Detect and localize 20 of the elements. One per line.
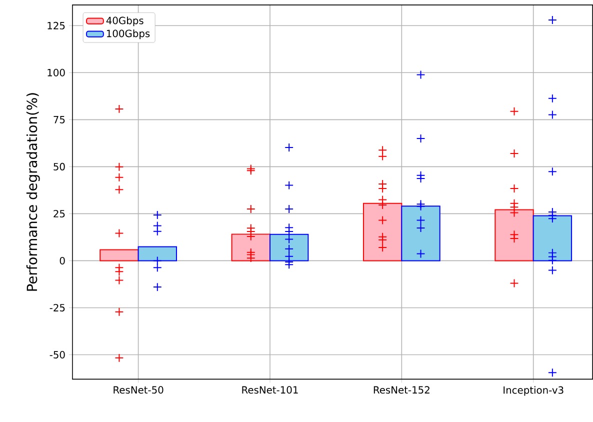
y-tick-label: 50 — [54, 162, 65, 170]
y-tick-label: 100 — [48, 68, 65, 76]
x-tick-label: ResNet-152 — [374, 386, 430, 394]
bar — [494, 209, 534, 262]
legend-label: 40Gbps — [106, 16, 144, 26]
y-tick-label: 0 — [60, 257, 65, 265]
y-tick-label: -50 — [50, 351, 65, 359]
y-axis-title: Performance degradation(%) — [26, 93, 40, 291]
y-tick-label: 75 — [54, 116, 65, 124]
bar — [100, 249, 139, 262]
legend-label: 100Gbps — [106, 30, 150, 40]
bar — [362, 202, 402, 262]
y-tick-label: 25 — [54, 210, 65, 218]
x-tick-label: ResNet-101 — [242, 386, 298, 394]
y-tick-label: -25 — [50, 304, 65, 312]
x-tick-label: ResNet-50 — [114, 386, 164, 394]
bar — [138, 246, 177, 262]
y-tick-label: 125 — [48, 22, 65, 30]
bar — [532, 215, 572, 262]
x-tick-label: Inception-v3 — [504, 386, 564, 396]
